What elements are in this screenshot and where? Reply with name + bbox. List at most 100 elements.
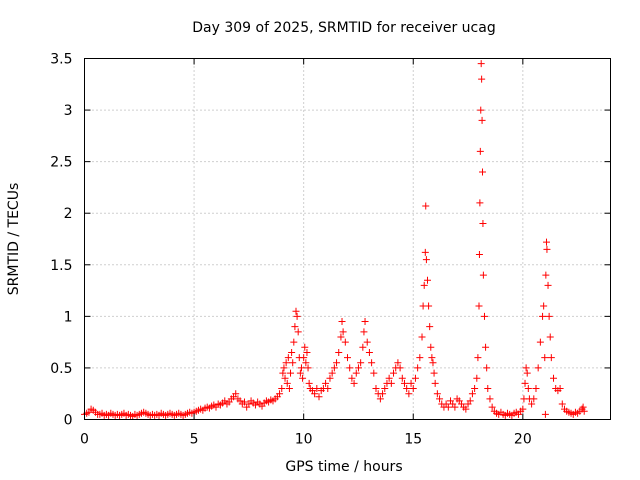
data-point (522, 364, 530, 372)
data-point (394, 359, 402, 367)
x-tick-label: 5 (190, 432, 199, 448)
x-tick-label: 15 (404, 432, 422, 448)
data-point (302, 359, 310, 367)
data-point (480, 312, 488, 320)
data-point (478, 75, 486, 83)
data-point (333, 359, 341, 367)
data-point (430, 369, 438, 377)
data-point (421, 248, 429, 256)
data-point (341, 338, 349, 346)
data-point (398, 374, 406, 382)
data-point (521, 379, 529, 387)
data-point (539, 312, 547, 320)
data-point (523, 369, 531, 377)
data-point (344, 354, 351, 362)
data-point (282, 359, 290, 367)
data-point (390, 369, 398, 377)
data-point (475, 250, 483, 258)
y-tick-label: 1 (64, 309, 73, 325)
data-point (240, 398, 248, 406)
data-point (278, 385, 286, 393)
data-point (426, 323, 434, 331)
data-point (372, 385, 380, 393)
data-point (530, 395, 538, 403)
data-point (359, 343, 367, 351)
data-point (387, 379, 395, 387)
data-point (474, 354, 482, 362)
y-tick-label: 2 (64, 206, 73, 222)
data-point (558, 400, 566, 408)
data-point (547, 354, 555, 362)
data-point (352, 369, 360, 377)
data-point (305, 379, 313, 387)
data-point (292, 307, 300, 315)
data-point (287, 369, 295, 377)
data-point (479, 220, 487, 228)
data-point (363, 338, 371, 346)
data-point (385, 374, 393, 382)
data-point (425, 302, 433, 310)
data-point (330, 364, 338, 372)
data-point (536, 338, 544, 346)
data-point (324, 385, 332, 393)
grid-lines (84, 58, 611, 420)
data-point (288, 348, 296, 356)
data-point (534, 364, 542, 372)
data-point (328, 369, 336, 377)
data-point (313, 385, 321, 393)
data-point (423, 276, 431, 284)
data-point (420, 281, 428, 289)
x-tick-label: 0 (80, 432, 89, 448)
data-point (444, 403, 452, 411)
data-point (422, 202, 430, 210)
data-point (477, 60, 485, 68)
data-point (541, 354, 549, 362)
data-point (396, 364, 404, 372)
chart-title: Day 309 of 2025, SRMTID for receiver uca… (192, 20, 495, 36)
data-point (407, 379, 415, 387)
data-point (405, 390, 413, 398)
y-tick-label: 3 (64, 103, 73, 119)
data-point (580, 407, 588, 415)
data-point (556, 385, 564, 393)
data-point (519, 405, 527, 413)
data-points (81, 60, 588, 420)
data-point (400, 379, 408, 387)
data-point (379, 390, 387, 398)
data-point (381, 385, 389, 393)
data-point (285, 385, 293, 393)
data-point (542, 271, 550, 279)
data-point (311, 390, 319, 398)
data-point (232, 390, 240, 398)
data-point (540, 302, 548, 310)
data-point (545, 312, 553, 320)
data-point (299, 374, 307, 382)
data-point (429, 359, 437, 367)
data-point (418, 333, 426, 341)
data-point (304, 364, 312, 372)
data-point (473, 374, 481, 382)
data-point (338, 318, 346, 326)
axis-ticks: 0 5 10 15 20 0 0.5 1 1.5 2 2.5 3 3.5 (50, 52, 611, 448)
data-point (368, 359, 376, 367)
data-point (476, 147, 484, 155)
y-tick-label: 0 (64, 413, 73, 429)
data-point (337, 333, 345, 341)
y-tick-label: 1.5 (50, 258, 72, 274)
data-point (416, 354, 424, 362)
data-point (483, 364, 491, 372)
y-tick-label: 2.5 (50, 155, 72, 171)
data-point (550, 374, 558, 382)
data-point (370, 369, 378, 377)
data-point (433, 390, 441, 398)
data-point (543, 238, 551, 246)
data-point (294, 328, 302, 336)
data-point (468, 390, 476, 398)
y-tick-label: 3.5 (50, 52, 72, 68)
data-point (289, 359, 297, 367)
y-axis-label: SRMTID / TECUs (6, 183, 22, 296)
data-point (479, 271, 487, 279)
data-point (281, 374, 289, 382)
data-point (546, 333, 554, 341)
